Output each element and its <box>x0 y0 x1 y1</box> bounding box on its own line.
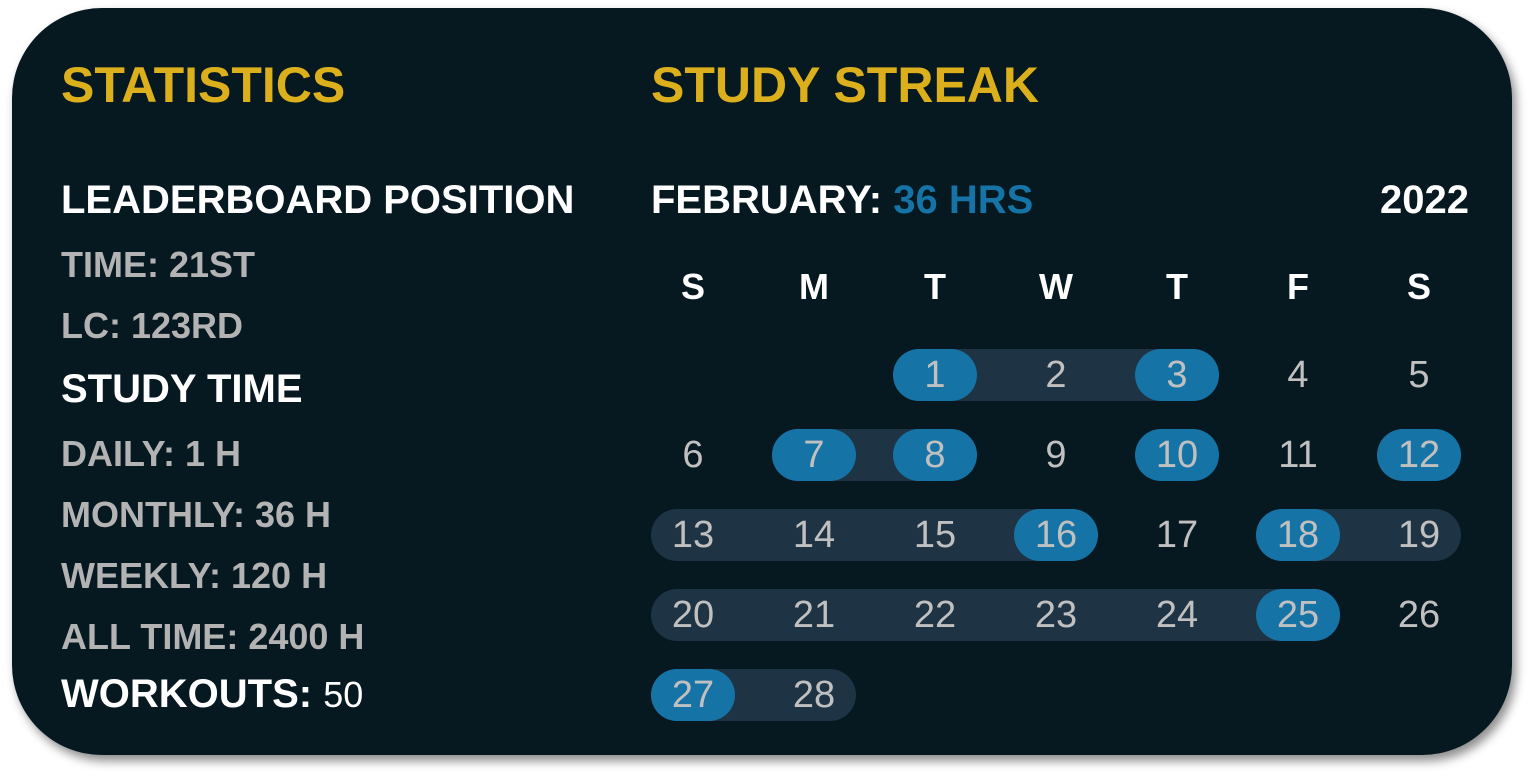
calendar-day[interactable]: 28 <box>792 674 836 716</box>
weekday-header: S <box>1406 266 1431 307</box>
weekday-header: W <box>1039 266 1073 307</box>
statistics-title: STATISTICS <box>61 57 346 113</box>
calendar-day[interactable]: 3 <box>1135 349 1219 401</box>
calendar-day[interactable]: 22 <box>913 594 957 636</box>
calendar-day[interactable]: 9 <box>1045 434 1067 476</box>
workouts-label: WORKOUTS: <box>61 672 313 716</box>
calendar-day[interactable]: 21 <box>792 594 836 636</box>
calendar-day[interactable]: 23 <box>1034 594 1078 636</box>
calendar-day[interactable]: 13 <box>671 514 715 556</box>
calendar-day[interactable]: 15 <box>913 514 957 556</box>
calendar-day[interactable]: 20 <box>671 594 715 636</box>
calendar-day[interactable]: 7 <box>772 429 856 481</box>
weekday-header: T <box>924 266 946 307</box>
year-label: 2022 <box>1380 178 1469 222</box>
leaderboard-lc: LC: 123RD <box>61 305 244 346</box>
calendar-day[interactable]: 2 <box>1045 354 1067 396</box>
study-time-heading: STUDY TIME <box>61 367 303 411</box>
calendar-day[interactable]: 24 <box>1155 594 1199 636</box>
calendar-day[interactable]: 25 <box>1256 589 1340 641</box>
study-streak-title: STUDY STREAK <box>651 57 1040 113</box>
calendar-day[interactable]: 14 <box>792 514 836 556</box>
weekday-header: T <box>1166 266 1188 307</box>
calendar-day[interactable]: 17 <box>1155 514 1199 556</box>
study-all-time: ALL TIME: 2400 H <box>61 616 365 657</box>
study-daily: DAILY: 1 H <box>61 433 242 474</box>
weekday-header: M <box>799 266 829 307</box>
study-weekly: WEEKLY: 120 H <box>61 555 328 596</box>
leaderboard-heading: LEADERBOARD POSITION <box>61 178 575 222</box>
calendar-day[interactable]: 4 <box>1287 354 1309 396</box>
calendar-day[interactable]: 27 <box>651 669 735 721</box>
calendar-day[interactable]: 19 <box>1397 514 1441 556</box>
leaderboard-time: TIME: 21ST <box>61 244 256 285</box>
weekday-header: S <box>680 266 705 307</box>
calendar-day[interactable]: 8 <box>893 429 977 481</box>
weekday-header: F <box>1287 266 1309 307</box>
workouts-value: 50 <box>323 674 364 715</box>
streak-band <box>651 589 1340 641</box>
calendar-day[interactable]: 18 <box>1256 509 1340 561</box>
calendar-day[interactable]: 26 <box>1397 594 1441 636</box>
calendar-day[interactable]: 6 <box>682 434 704 476</box>
workouts: WORKOUTS: 50 <box>61 672 363 717</box>
calendar-day[interactable]: 16 <box>1014 509 1098 561</box>
calendar-day[interactable]: 10 <box>1135 429 1219 481</box>
calendar-day[interactable]: 12 <box>1377 429 1461 481</box>
month-hours: 36 HRS <box>893 178 1034 222</box>
calendar-day[interactable]: 1 <box>893 349 977 401</box>
month-summary: FEBRUARY: 36 HRS <box>651 178 1033 223</box>
calendar-day[interactable]: 5 <box>1408 354 1430 396</box>
study-monthly: MONTHLY: 36 H <box>61 494 332 535</box>
month-label: FEBRUARY: <box>651 178 883 222</box>
calendar-day[interactable]: 11 <box>1278 434 1318 476</box>
